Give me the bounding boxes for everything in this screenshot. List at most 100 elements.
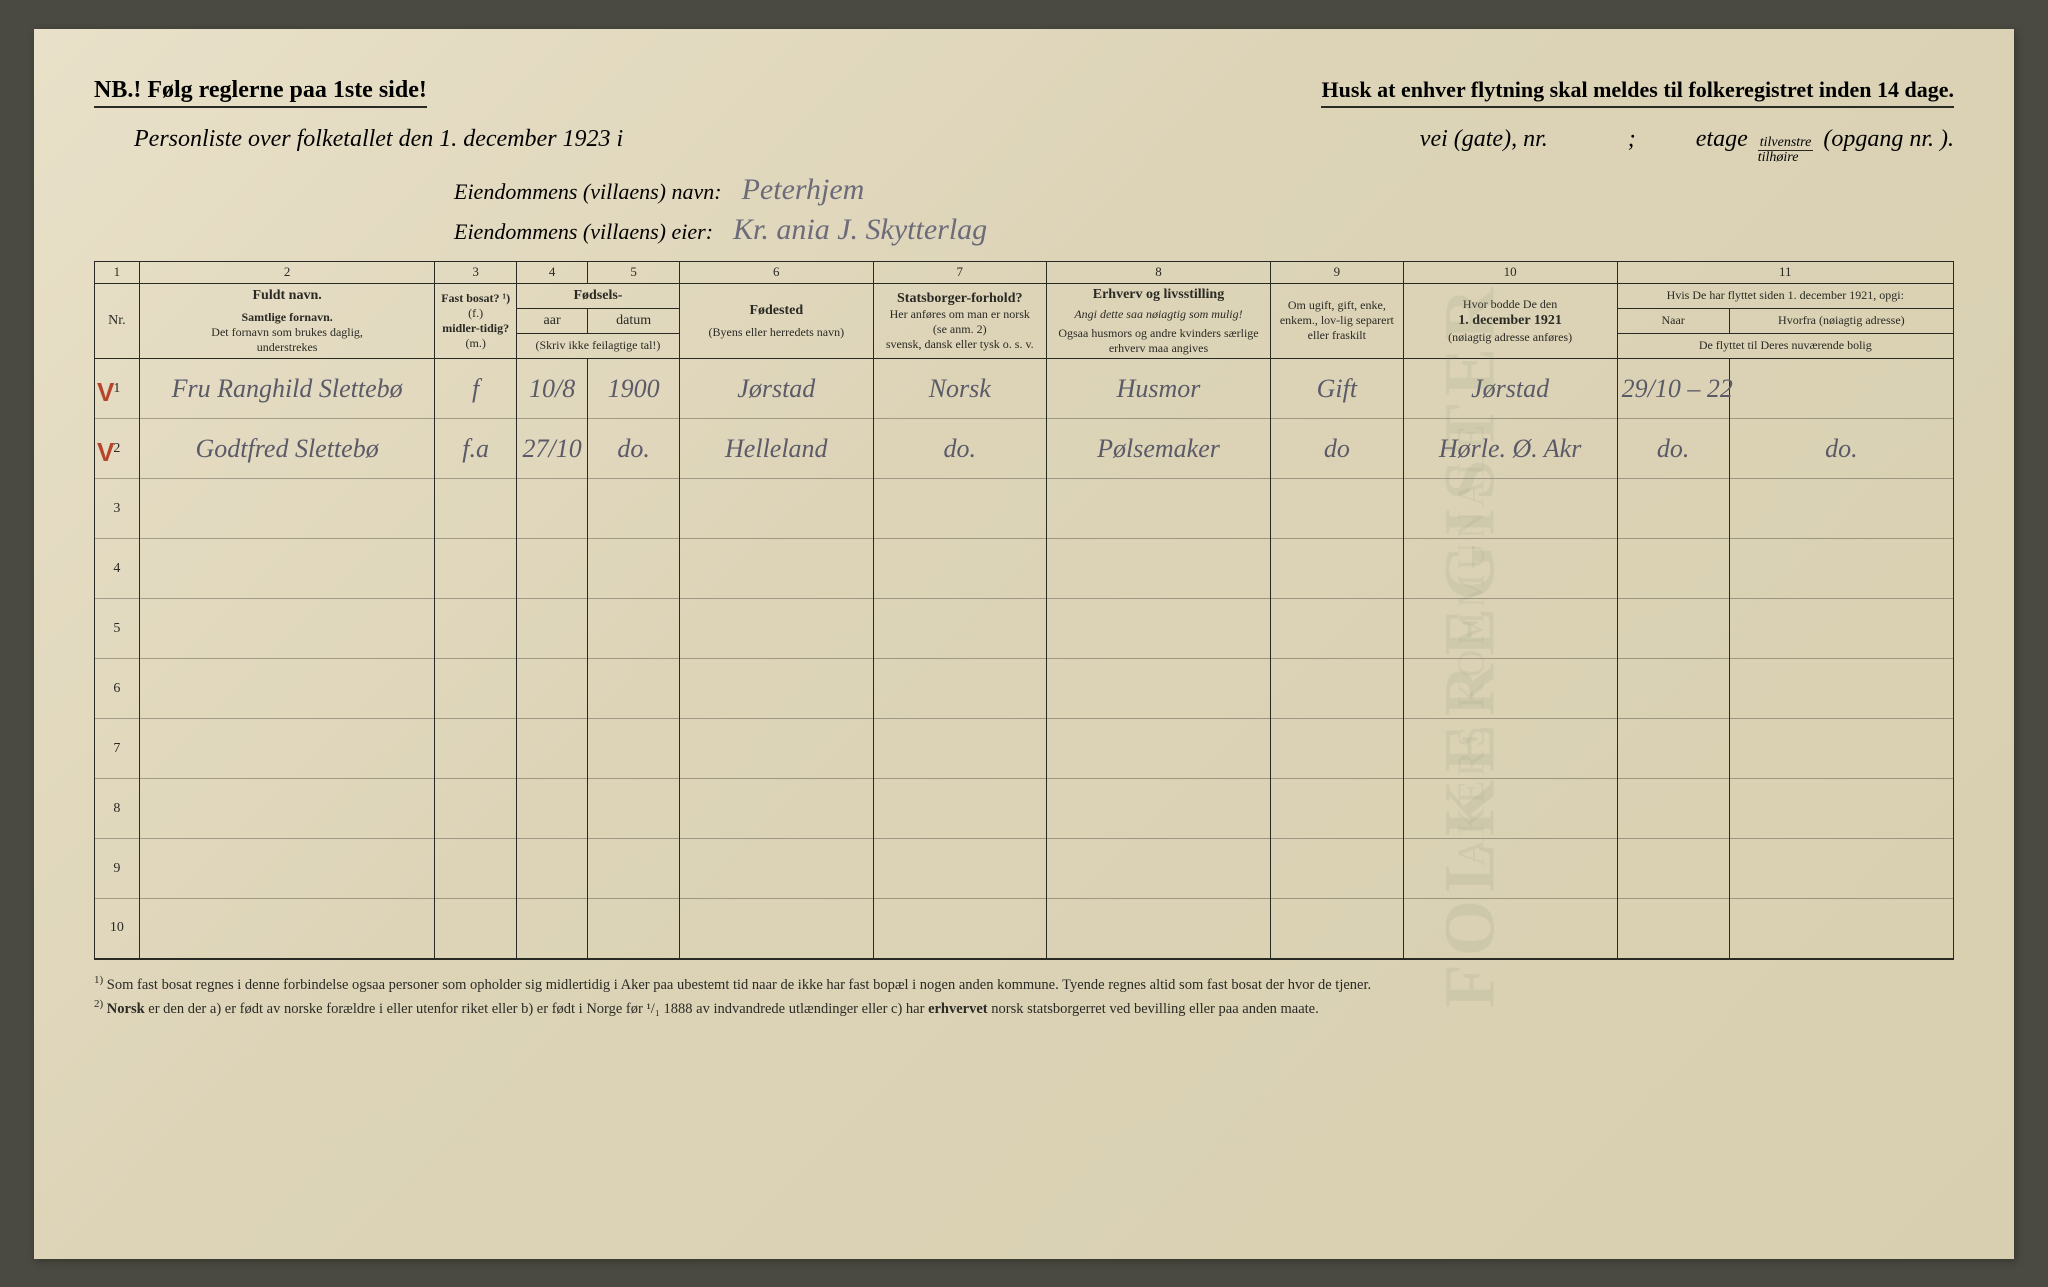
th-flyttet: Hvis De har flyttet siden 1. december 19… [1617, 283, 1953, 308]
table-cell: 1900 [588, 359, 680, 419]
table-cell: Godtfred Slettebø [139, 419, 435, 479]
table-cell [516, 719, 587, 779]
table-cell [679, 659, 873, 719]
table-cell [1403, 479, 1617, 539]
table-row: 10 [95, 899, 1954, 959]
colnum: 1 [95, 261, 140, 283]
th-sivil: Om ugift, gift, enke, enkem., lov-lig se… [1271, 283, 1403, 359]
colnum: 3 [435, 261, 517, 283]
table-cell [516, 539, 587, 599]
colnum: 7 [873, 261, 1046, 283]
nb-right: Husk at enhver flytning skal meldes til … [1321, 77, 1954, 108]
table-cell [1617, 839, 1729, 899]
table-cell: Jørstad [679, 359, 873, 419]
table-cell [1729, 899, 1953, 959]
table-cell: do. [1729, 419, 1953, 479]
footnotes: 1) Som fast bosat regnes i denne forbind… [94, 972, 1954, 1021]
table-cell: f [435, 359, 517, 419]
property-rows: Eiendommens (villaens) navn: Peterhjem E… [454, 173, 1954, 247]
th-erhverv: Erhverv og livsstilling Angi dette saa n… [1046, 283, 1270, 359]
table-row: 9 [95, 839, 1954, 899]
table-cell [1729, 659, 1953, 719]
table-cell [1729, 839, 1953, 899]
th-fodested: Fødested (Byens eller herredets navn) [679, 283, 873, 359]
table-cell [873, 719, 1046, 779]
row-number-cell: 8 [95, 779, 140, 839]
table-cell [679, 839, 873, 899]
table-cell [1617, 479, 1729, 539]
table-cell [435, 899, 517, 959]
table-cell [435, 779, 517, 839]
row-number-cell: 6 [95, 659, 140, 719]
th-statsborger: Statsborger-forhold? Her anføres om man … [873, 283, 1046, 359]
table-cell: Jørstad [1403, 359, 1617, 419]
table-cell [1403, 719, 1617, 779]
table-cell [588, 779, 680, 839]
table-cell [139, 659, 435, 719]
table-cell [1403, 839, 1617, 899]
table-row: 3 [95, 479, 1954, 539]
row-number-cell: 3 [95, 479, 140, 539]
th-hvorfra: Hvorfra (nøiagtig adresse) [1729, 308, 1953, 333]
table-cell [873, 899, 1046, 959]
table-cell [679, 719, 873, 779]
table-cell [1046, 779, 1270, 839]
table-cell [679, 599, 873, 659]
table-cell: do. [873, 419, 1046, 479]
footnote-1: 1) Som fast bosat regnes i denne forbind… [94, 972, 1954, 997]
top-bar: NB.! Følg reglerne paa 1ste side! Husk a… [94, 77, 1954, 108]
table-row: 5 [95, 599, 1954, 659]
table-cell [1403, 599, 1617, 659]
colnum: 11 [1617, 261, 1953, 283]
row-number-cell: 4 [95, 539, 140, 599]
table-cell [873, 599, 1046, 659]
table-cell: do. [1617, 419, 1729, 479]
table-cell [679, 899, 873, 959]
table-cell [1729, 779, 1953, 839]
table-cell [1617, 659, 1729, 719]
census-form-sheet: FOLKEREGISTER AKERS KOMMUNALE NB.! Følg … [34, 29, 2014, 1259]
footnote-2: 2) Norsk er den der a) er født av norske… [94, 996, 1954, 1021]
colnum: 6 [679, 261, 873, 283]
table-cell [1729, 599, 1953, 659]
table-cell [1617, 539, 1729, 599]
table-cell [873, 539, 1046, 599]
table-cell [516, 839, 587, 899]
title-row: Personliste over folketallet den 1. dece… [134, 126, 1954, 165]
property-name-value: Peterhjem [742, 173, 865, 207]
title-semi: ; [1628, 126, 1636, 153]
table-cell [1617, 899, 1729, 959]
table-cell [139, 779, 435, 839]
table-cell [588, 899, 680, 959]
th-fodsels: Fødsels- [516, 283, 679, 308]
table-cell: Helleland [679, 419, 873, 479]
table-cell: 10/8 [516, 359, 587, 419]
etage-fraction: tilvenstre tilhøire [1758, 136, 1814, 165]
th-name: Fuldt navn. Samtlige fornavn. Det fornav… [139, 283, 435, 359]
colnum: 10 [1403, 261, 1617, 283]
table-cell [435, 659, 517, 719]
red-check-icon: V [97, 437, 114, 468]
th-bodde: Hvor bodde De den 1. december 1921 (nøia… [1403, 283, 1617, 359]
table-cell [1271, 779, 1403, 839]
table-cell [516, 779, 587, 839]
table-cell [588, 719, 680, 779]
table-cell: 29/10 – 22 [1617, 359, 1729, 419]
nb-left: NB.! Følg reglerne paa 1ste side! [94, 77, 427, 108]
census-table: 1 2 3 4 5 6 7 8 9 10 11 Nr. Fuldt navn. … [94, 261, 1954, 960]
table-cell [139, 599, 435, 659]
table-cell [1729, 359, 1953, 419]
th-bosat: Fast bosat? ¹) (f.) midler-tidig? (m.) [435, 283, 517, 359]
red-check-icon: V [97, 377, 114, 408]
table-cell [435, 599, 517, 659]
table-cell: Pølsemaker [1046, 419, 1270, 479]
colnum: 4 [516, 261, 587, 283]
table-cell [588, 659, 680, 719]
table-cell: do. [588, 419, 680, 479]
table-cell [435, 479, 517, 539]
th-naar: Naar [1617, 308, 1729, 333]
table-cell [1729, 539, 1953, 599]
title-opgang: (opgang nr. ). [1823, 126, 1954, 153]
table-row: 2VGodtfred Slettebøf.a27/10do.Hellelandd… [95, 419, 1954, 479]
table-cell [139, 479, 435, 539]
